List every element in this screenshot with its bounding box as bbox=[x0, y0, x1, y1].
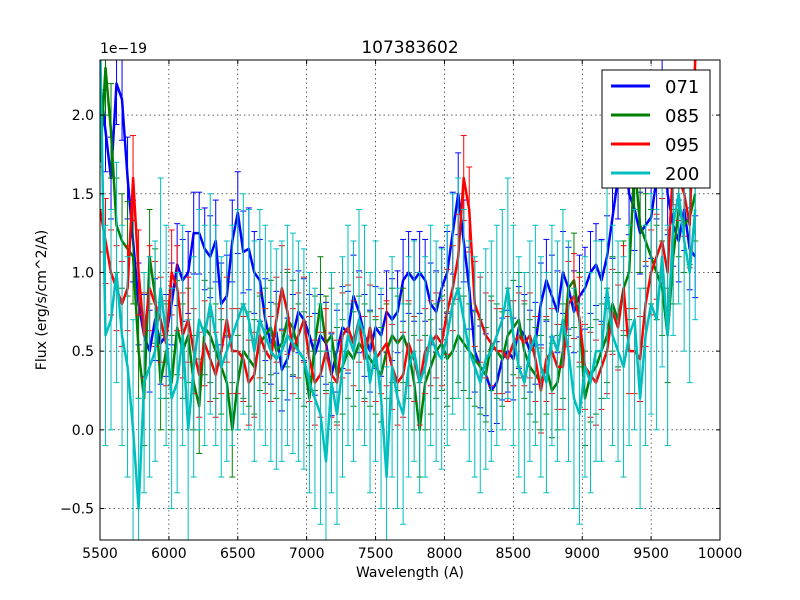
x-tick-label: 5500 bbox=[82, 546, 118, 562]
y-tick-label: 0.0 bbox=[72, 423, 94, 439]
series-200 bbox=[100, 60, 699, 540]
legend-label-095: 095 bbox=[665, 135, 699, 156]
y-tick-label: 0.5 bbox=[72, 344, 94, 360]
plot-frame bbox=[99, 59, 721, 541]
x-axis: 5500 6000 6500 7000 7500 8000 8500 9000 9500 1000… bbox=[82, 60, 742, 562]
y-tick-label: 2.0 bbox=[72, 108, 94, 124]
x-tick-label: 7000 bbox=[289, 546, 325, 562]
x-axis-label: Wavelength (A) bbox=[356, 565, 464, 581]
x-tick-label: 8500 bbox=[496, 546, 532, 562]
x-tick-label: 9500 bbox=[633, 546, 669, 562]
y-tick-label: 1.0 bbox=[72, 265, 94, 281]
x-tick-label: 8000 bbox=[427, 546, 463, 562]
legend-box bbox=[601, 69, 711, 189]
legend-label-200: 200 bbox=[665, 164, 699, 185]
series-layer bbox=[100, 60, 699, 540]
x-tick-label: 6500 bbox=[220, 546, 256, 562]
legend-label-071: 071 bbox=[665, 77, 699, 98]
series-line-200 bbox=[100, 60, 697, 510]
legend: 071 085 095 200 bbox=[601, 69, 711, 189]
chart-title: 107383602 bbox=[361, 38, 458, 58]
y-axis: −0.5 0.0 0.5 1.0 1.5 2.0 bbox=[60, 108, 720, 518]
y-tick-label: −0.5 bbox=[60, 502, 94, 518]
x-tick-label: 7500 bbox=[358, 546, 394, 562]
legend-label-085: 085 bbox=[665, 106, 699, 127]
x-tick-label: 9000 bbox=[564, 546, 600, 562]
y-axis-label: Flux (erg/s/cm^2/A) bbox=[34, 230, 50, 370]
x-tick-label: 6000 bbox=[151, 546, 187, 562]
x-tick-label: 10000 bbox=[698, 546, 743, 562]
y-tick-label: 1.5 bbox=[72, 187, 94, 203]
y-offset-label: 1e−19 bbox=[100, 41, 147, 57]
